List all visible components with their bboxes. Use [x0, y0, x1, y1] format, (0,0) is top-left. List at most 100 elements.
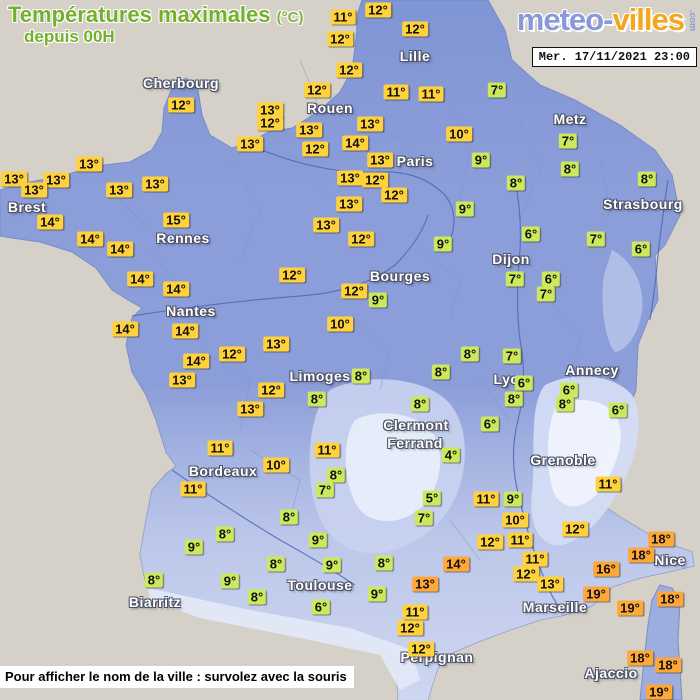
temp-badge[interactable]: 8° — [431, 364, 451, 380]
temp-badge[interactable]: 13° — [237, 136, 263, 152]
temp-badge[interactable]: 18° — [627, 650, 653, 666]
temp-badge[interactable]: 12° — [402, 21, 428, 37]
temp-badge[interactable]: 12° — [397, 620, 423, 636]
temp-badge[interactable]: 7° — [558, 133, 578, 149]
temp-badge[interactable]: 9° — [471, 152, 491, 168]
meteo-villes-logo[interactable]: meteo-villes — [517, 2, 685, 38]
temp-badge[interactable]: 13° — [76, 156, 102, 172]
temp-badge[interactable]: 8° — [504, 391, 524, 407]
temp-badge[interactable]: 12° — [513, 566, 539, 582]
temp-badge[interactable]: 7° — [502, 348, 522, 364]
temp-badge[interactable]: 18° — [648, 531, 674, 547]
temp-badge[interactable]: 11° — [595, 476, 621, 492]
temp-badge[interactable]: 12° — [562, 521, 588, 537]
temp-badge[interactable]: 8° — [215, 526, 235, 542]
temp-badge[interactable]: 7° — [315, 482, 335, 498]
temp-badge[interactable]: 6° — [608, 402, 628, 418]
temp-badge[interactable]: 9° — [308, 532, 328, 548]
temp-badge[interactable]: 7° — [536, 286, 556, 302]
temp-badge[interactable]: 12° — [304, 82, 330, 98]
temp-badge[interactable]: 14° — [183, 353, 209, 369]
temp-badge[interactable]: 6° — [480, 416, 500, 432]
temp-badge[interactable]: 13° — [357, 116, 383, 132]
temp-badge[interactable]: 6° — [311, 599, 331, 615]
temp-badge[interactable]: 13° — [21, 182, 47, 198]
temp-badge[interactable]: 13° — [367, 152, 393, 168]
temp-badge[interactable]: 12° — [336, 62, 362, 78]
temp-badge[interactable]: 13° — [106, 182, 132, 198]
temp-badge[interactable]: 12° — [477, 534, 503, 550]
temp-badge[interactable]: 8° — [279, 509, 299, 525]
temp-badge[interactable]: 11° — [207, 440, 233, 456]
temp-badge[interactable]: 16° — [593, 561, 619, 577]
temp-badge[interactable]: 8° — [555, 396, 575, 412]
temp-badge[interactable]: 8° — [374, 555, 394, 571]
temp-badge[interactable]: 13° — [257, 102, 283, 118]
temp-badge[interactable]: 18° — [655, 657, 681, 673]
temp-badge[interactable]: 14° — [342, 135, 368, 151]
temp-badge[interactable]: 14° — [443, 556, 469, 572]
temp-badge[interactable]: 12° — [327, 31, 353, 47]
temp-badge[interactable]: 11° — [522, 551, 548, 567]
temp-badge[interactable]: 14° — [112, 321, 138, 337]
temp-badge[interactable]: 13° — [169, 372, 195, 388]
temp-badge[interactable]: 5° — [422, 490, 442, 506]
temp-badge[interactable]: 6° — [541, 271, 561, 287]
temp-badge[interactable]: 13° — [412, 576, 438, 592]
temp-badge[interactable]: 14° — [107, 241, 133, 257]
temp-badge[interactable]: 8° — [144, 572, 164, 588]
temp-badge[interactable]: 8° — [410, 396, 430, 412]
temp-badge[interactable]: 9° — [455, 201, 475, 217]
temp-badge[interactable]: 12° — [302, 141, 328, 157]
temp-badge[interactable]: 14° — [163, 281, 189, 297]
temp-badge[interactable]: 14° — [37, 214, 63, 230]
temp-badge[interactable]: 9° — [220, 573, 240, 589]
temp-badge[interactable]: 9° — [368, 292, 388, 308]
temp-badge[interactable]: 12° — [341, 283, 367, 299]
temp-badge[interactable]: 14° — [127, 271, 153, 287]
temp-badge[interactable]: 13° — [1, 171, 27, 187]
temp-badge[interactable]: 12° — [258, 382, 284, 398]
temp-badge[interactable]: 7° — [487, 82, 507, 98]
temp-badge[interactable]: 13° — [337, 170, 363, 186]
temp-badge[interactable]: 10° — [446, 126, 472, 142]
temp-badge[interactable]: 18° — [628, 547, 654, 563]
temp-badge[interactable]: 13° — [142, 176, 168, 192]
temp-badge[interactable]: 7° — [414, 510, 434, 526]
temp-badge[interactable]: 9° — [184, 539, 204, 555]
temp-badge[interactable]: 4° — [441, 447, 461, 463]
temp-badge[interactable]: 12° — [362, 172, 388, 188]
temp-badge[interactable]: 11° — [402, 604, 428, 620]
temp-badge[interactable]: 12° — [365, 2, 391, 18]
temp-badge[interactable]: 14° — [172, 323, 198, 339]
temp-badge[interactable]: 11° — [418, 86, 444, 102]
temp-badge[interactable]: 6° — [631, 241, 651, 257]
temp-badge[interactable]: 13° — [43, 172, 69, 188]
temp-badge[interactable]: 14° — [77, 231, 103, 247]
temp-badge[interactable]: 12° — [219, 346, 245, 362]
temp-badge[interactable]: 19° — [583, 586, 609, 602]
temp-badge[interactable]: 7° — [586, 231, 606, 247]
temp-badge[interactable]: 8° — [266, 556, 286, 572]
temp-badge[interactable]: 12° — [168, 97, 194, 113]
temp-badge[interactable]: 13° — [537, 576, 563, 592]
temp-badge[interactable]: 19° — [617, 600, 643, 616]
temp-badge[interactable]: 8° — [560, 161, 580, 177]
temp-badge[interactable]: 13° — [237, 401, 263, 417]
temp-badge[interactable]: 9° — [503, 491, 523, 507]
temp-badge[interactable]: 8° — [326, 467, 346, 483]
temp-badge[interactable]: 9° — [367, 586, 387, 602]
temp-badge[interactable]: 12° — [348, 231, 374, 247]
temp-badge[interactable]: 13° — [296, 122, 322, 138]
temp-badge[interactable]: 11° — [473, 491, 499, 507]
temp-badge[interactable]: 13° — [336, 196, 362, 212]
temp-badge[interactable]: 19° — [646, 684, 672, 700]
temp-badge[interactable]: 18° — [657, 591, 683, 607]
temp-badge[interactable]: 8° — [506, 175, 526, 191]
temp-badge[interactable]: 6° — [514, 375, 534, 391]
temp-badge[interactable]: 11° — [330, 9, 356, 25]
temp-badge[interactable]: 13° — [313, 217, 339, 233]
temp-badge[interactable]: 11° — [314, 442, 340, 458]
temp-badge[interactable]: 6° — [559, 382, 579, 398]
temp-badge[interactable]: 7° — [505, 271, 525, 287]
